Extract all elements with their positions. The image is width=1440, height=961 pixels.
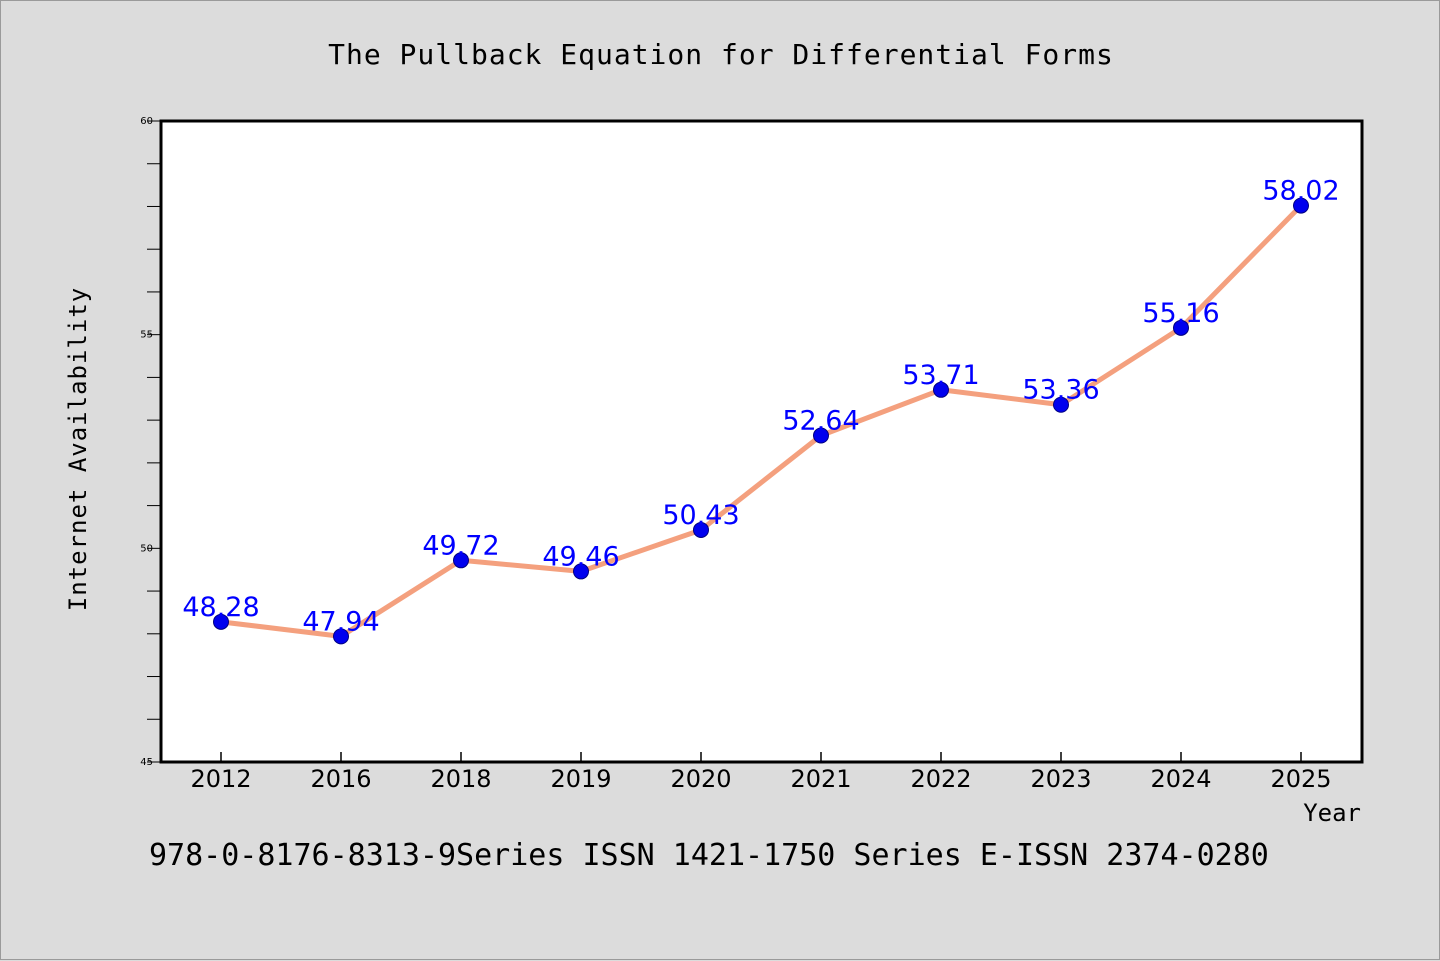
x-axis-label: Year [1303, 799, 1361, 827]
data-point [1173, 319, 1189, 336]
x-axis: 2012 2016 2018 2019 2020 2021 2022 2023 2024 2025 [190, 752, 1332, 793]
x-tick-label: 2019 [550, 765, 611, 793]
data-label: 53.36 [1022, 375, 1099, 406]
data-point [1053, 396, 1069, 413]
data-label: 49.72 [422, 530, 499, 561]
y-tick-label: 45 [140, 757, 153, 768]
x-tick-label: 2020 [670, 765, 731, 793]
plot-area [159, 119, 1364, 764]
chart-title: The Pullback Equation for Differential F… [328, 38, 1114, 71]
data-markers [213, 197, 1309, 645]
x-tick-label: 2025 [1270, 765, 1331, 793]
data-label: 50.43 [662, 500, 739, 531]
y-axis: 45 50 55 60 [140, 116, 161, 768]
x-tick-label: 2018 [430, 765, 491, 793]
data-label: 53.71 [902, 360, 979, 391]
x-tick-label: 2012 [190, 765, 251, 793]
data-point [933, 381, 949, 398]
data-labels: 48.28 47.94 49.72 49.46 50.43 52.64 53.71 53.36… [182, 176, 1339, 638]
y-tick-label: 60 [140, 116, 153, 127]
data-label: 48.28 [182, 592, 259, 623]
x-tick-label: 2016 [310, 765, 371, 793]
data-point [573, 563, 589, 580]
data-label: 55.16 [1142, 298, 1219, 329]
x-tick-label: 2021 [790, 765, 851, 793]
x-tick-label: 2024 [1150, 765, 1211, 793]
data-point [693, 521, 709, 538]
x-tick-label: 2022 [910, 765, 971, 793]
series-line-group [218, 203, 1304, 639]
data-label: 58.02 [1262, 176, 1339, 207]
data-point [333, 628, 349, 645]
data-label: 52.64 [782, 406, 859, 437]
data-label: 47.94 [302, 606, 379, 637]
series-line [218, 203, 1304, 639]
data-point [1293, 197, 1309, 214]
y-axis-label: Internet Availability [64, 287, 92, 611]
x-tick-label: 2023 [1030, 765, 1091, 793]
data-point [213, 613, 229, 630]
data-point [453, 552, 469, 569]
data-point [813, 427, 829, 444]
data-label: 49.46 [542, 541, 619, 572]
y-tick-label: 50 [140, 543, 153, 554]
y-tick-label: 55 [140, 330, 153, 341]
footer-text: 978-0-8176-8313-9Series ISSN 1421-1750 S… [149, 838, 1269, 873]
